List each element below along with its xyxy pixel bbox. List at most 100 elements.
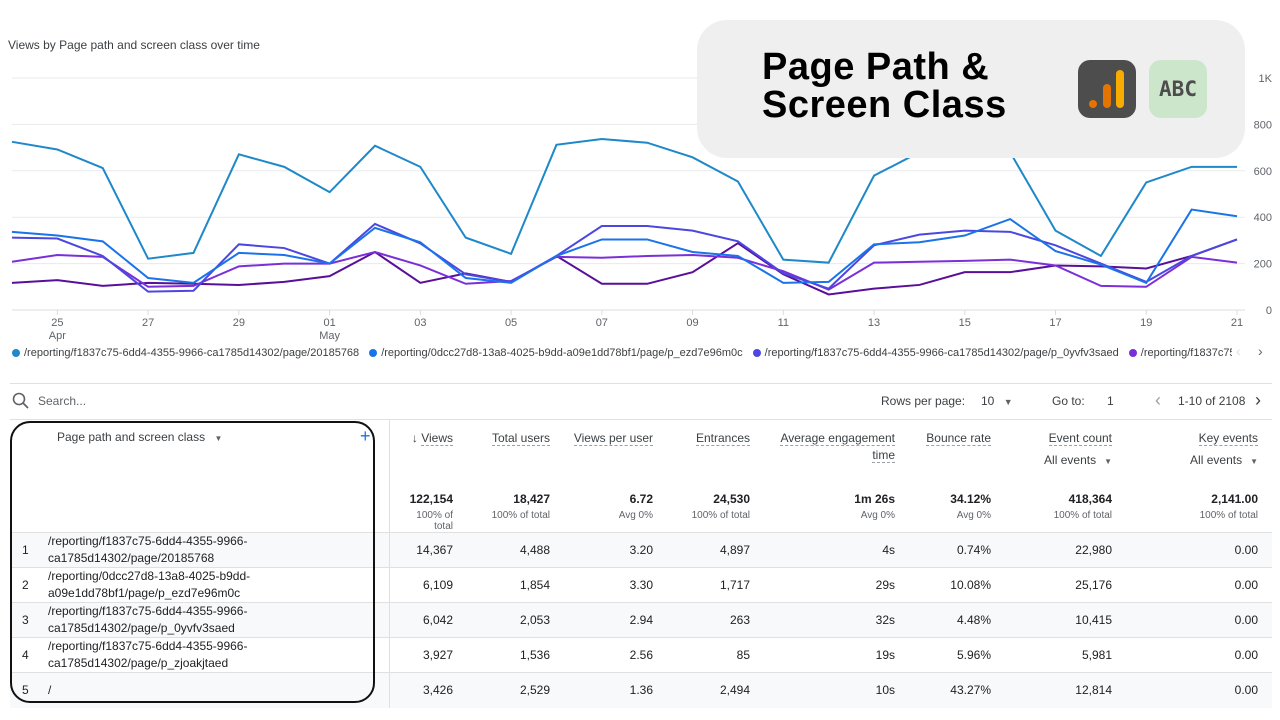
goto-input[interactable]: 1 (1107, 394, 1114, 408)
y-tick-label: 200 (1254, 259, 1272, 271)
search-input[interactable]: Search... (38, 394, 87, 408)
x-tick-label: 03 (414, 317, 426, 329)
cell-value: 43.27% (909, 672, 1005, 708)
legend-label: /reporting/f1837c75-6dd4-4355-9966-ca178… (24, 347, 360, 359)
y-tick-label: 600 (1254, 166, 1272, 178)
cell-value: 10,415 (1005, 602, 1126, 638)
series-line-4 (11, 250, 1238, 291)
page-path-link[interactable]: /reporting/f1837c75-6dd4-4355-9966- ca178… (44, 602, 390, 638)
total-subtext: Avg 0% (618, 510, 653, 521)
cell-value: 2,494 (667, 672, 764, 708)
x-tick-label: 15 (959, 317, 971, 329)
series-line-2 (11, 208, 1238, 285)
cell-value: 12,814 (1005, 672, 1126, 708)
y-tick-label: 800 (1254, 119, 1272, 131)
total-subtext: Avg 0% (860, 510, 895, 521)
legend-item[interactable]: /reporting/f1837c75-6dd4-4355-9966-ca178… (12, 347, 359, 359)
cell-value: 4.48% (909, 602, 1005, 638)
table-row[interactable]: 4/reporting/f1837c75-6dd4-4355-9966- ca17… (10, 637, 1272, 673)
legend-dot (12, 349, 20, 357)
search-box[interactable]: Search... (12, 392, 86, 410)
legend-item[interactable]: /reporting/f1837c75-6dd (1128, 347, 1232, 359)
page-path-link[interactable]: / (44, 672, 390, 708)
totals-label-cell (10, 506, 390, 533)
legend-next-button[interactable]: › (1258, 343, 1263, 359)
column-header[interactable]: Entrances (667, 420, 764, 482)
search-icon (12, 392, 29, 409)
cell-value: 2,053 (467, 602, 564, 638)
legend-dot (369, 349, 378, 357)
cell-value: 22,980 (1005, 532, 1126, 568)
cell-value: 4,897 (667, 532, 764, 568)
cell-value: 10.08% (909, 567, 1005, 603)
column-header[interactable]: Total users (467, 420, 564, 482)
x-tick-label: 09 (686, 317, 698, 329)
column-label: Key events (1198, 431, 1258, 446)
x-tick-label: 01 (323, 317, 335, 329)
column-header[interactable]: Average engagement time (764, 420, 909, 482)
cell-value: 0.00 (1126, 637, 1272, 673)
column-label: Entrances (695, 431, 750, 446)
cell-value: 6,109 (389, 567, 467, 603)
cell-value: 32s (764, 602, 909, 638)
divider (10, 383, 1272, 384)
column-header[interactable]: ↓ Views (389, 420, 467, 482)
total-value: 2,141.00 (1211, 492, 1258, 506)
x-tick-month: Apr (49, 330, 66, 342)
caret-down-icon: ▼ (1250, 457, 1258, 466)
page-path-link[interactable]: /reporting/f1837c75-6dd4-4355-9966- ca178… (44, 637, 390, 673)
total-value: 418,364 (1068, 492, 1112, 506)
chart-legend: /reporting/f1837c75-6dd4-4355-9966-ca178… (12, 347, 1232, 359)
cell-value: 25,176 (1005, 567, 1126, 603)
table-row[interactable]: 1/reporting/f1837c75-6dd4-4355-9966- ca17… (10, 532, 1272, 568)
divider (10, 419, 1272, 420)
legend-prev-button[interactable]: ‹ (1236, 343, 1241, 359)
row-index: 4 (10, 637, 44, 673)
x-tick-label: 19 (1140, 317, 1152, 329)
next-page-icon[interactable]: › (1255, 390, 1261, 410)
column-header[interactable]: Event count All events ▼ (1005, 420, 1126, 482)
cell-value: 1.36 (564, 672, 667, 708)
page-path-link[interactable]: /reporting/0dcc27d8-13a8-4025-b9dd-a09e1… (44, 567, 390, 603)
y-tick-label: 400 (1254, 212, 1272, 224)
cell-value: 3,927 (389, 637, 467, 673)
table-row[interactable]: 5/3,426 2,529 1.36 2,494 10s 43.27% 12,814 0.00 (10, 672, 1272, 708)
legend-label: /reporting/f1837c75-6dd4-4355-9966-ca178… (764, 347, 1119, 359)
legend-label: /reporting/f1837c75-6dd (1140, 347, 1232, 359)
total-value: 24,530 (713, 492, 750, 506)
cell-value: 10s (764, 672, 909, 708)
table-row[interactable]: 2/reporting/0dcc27d8-13a8-4025-b9dd-a09e… (10, 567, 1272, 603)
column-header[interactable]: Views per user (564, 420, 667, 482)
page-range: 1-10 of 2108 (1178, 394, 1246, 408)
column-header[interactable]: Bounce rate (909, 420, 1005, 482)
total-subtext: Avg 0% (956, 510, 991, 521)
event-filter-select[interactable]: All events ▼ (1190, 453, 1258, 467)
table-row[interactable]: 3/reporting/f1837c75-6dd4-4355-9966- ca17… (10, 602, 1272, 638)
cell-value: 6,042 (389, 602, 467, 638)
event-filter-select[interactable]: All events ▼ (1044, 453, 1112, 467)
cell-value: 1,854 (467, 567, 564, 603)
cell-value: 263 (667, 602, 764, 638)
total-value: 34.12% (950, 492, 991, 506)
goto-label: Go to: (1052, 394, 1085, 408)
cell-value: 0.00 (1126, 532, 1272, 568)
legend-item[interactable]: /reporting/f1837c75-6dd4-4355-9966-ca178… (752, 347, 1119, 359)
cell-value: 14,367 (389, 532, 467, 568)
prev-page-icon[interactable]: ‹ (1155, 390, 1161, 410)
page-path-link[interactable]: /reporting/f1837c75-6dd4-4355-9966- ca178… (44, 532, 390, 568)
total-value: 1m 26s (854, 492, 895, 506)
row-index: 3 (10, 602, 44, 638)
caret-down-icon: ▼ (214, 434, 223, 443)
x-tick-label: 05 (505, 317, 517, 329)
column-label: Average engagement time (780, 431, 895, 463)
legend-item[interactable]: /reporting/0dcc27d8-13a8-4025-b9dd-a09e1… (369, 347, 743, 359)
row-index: 5 (10, 672, 44, 708)
cell-value: 0.00 (1126, 567, 1272, 603)
dimension-header[interactable]: Page path and screen class ▼ + (10, 420, 390, 482)
column-header[interactable]: Key events All events ▼ (1126, 420, 1272, 482)
rows-per-page-select[interactable]: 10 ▼ (981, 394, 1013, 408)
total-subtext: 100% of total (1053, 510, 1112, 521)
total-subtext: 100% of total (1199, 510, 1258, 521)
cell-value: 4s (764, 532, 909, 568)
add-dimension-button[interactable]: + (359, 426, 371, 446)
